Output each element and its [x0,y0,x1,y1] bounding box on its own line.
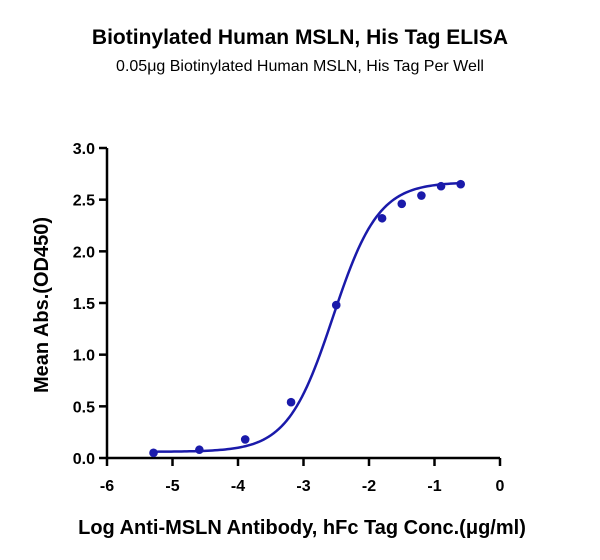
y-axis-title: Mean Abs.(OD450) [31,217,53,393]
chart-title: Biotinylated Human MSLN, His Tag ELISA [91,26,509,49]
data-points-layer [149,179,466,458]
y-tick-label: 1.0 [73,348,95,365]
x-tick-label: -5 [165,478,179,495]
axes: 0.0 0.5 1.0 1.5 2.0 2.5 3.0 -6 -5 -4 -3 -2 -1 0 [73,141,505,495]
fit-curve-layer [153,181,461,453]
data-point [195,445,204,455]
x-axis-title: Log Anti-MSLN Antibody, hFc Tag Conc.(μg… [78,517,526,539]
fit-curve [153,181,461,453]
y-tick-label: 3.0 [73,141,95,158]
x-tick-label: -6 [100,478,114,495]
data-point [417,191,426,200]
data-point [397,199,407,209]
y-tick-label: 0.5 [73,399,95,416]
data-point [286,397,296,407]
data-point [377,213,387,223]
x-tick-label: -2 [362,478,376,495]
data-point [149,448,158,458]
y-tick-label: 0.0 [73,451,95,468]
y-tick-label: 2.0 [73,244,95,261]
x-tick-label: 0 [496,478,505,495]
data-point [456,179,466,189]
data-point [240,435,250,444]
x-tick-label: -3 [296,478,310,495]
chart-subtitle: 0.05μg Biotinylated Human MSLN, His Tag … [116,58,484,75]
x-tick-label: -4 [231,478,245,495]
y-tick-label: 2.5 [73,193,95,210]
data-point [331,300,341,310]
y-tick-label: 1.5 [73,296,95,313]
data-point [436,181,446,191]
x-tick-label: -1 [427,478,441,495]
